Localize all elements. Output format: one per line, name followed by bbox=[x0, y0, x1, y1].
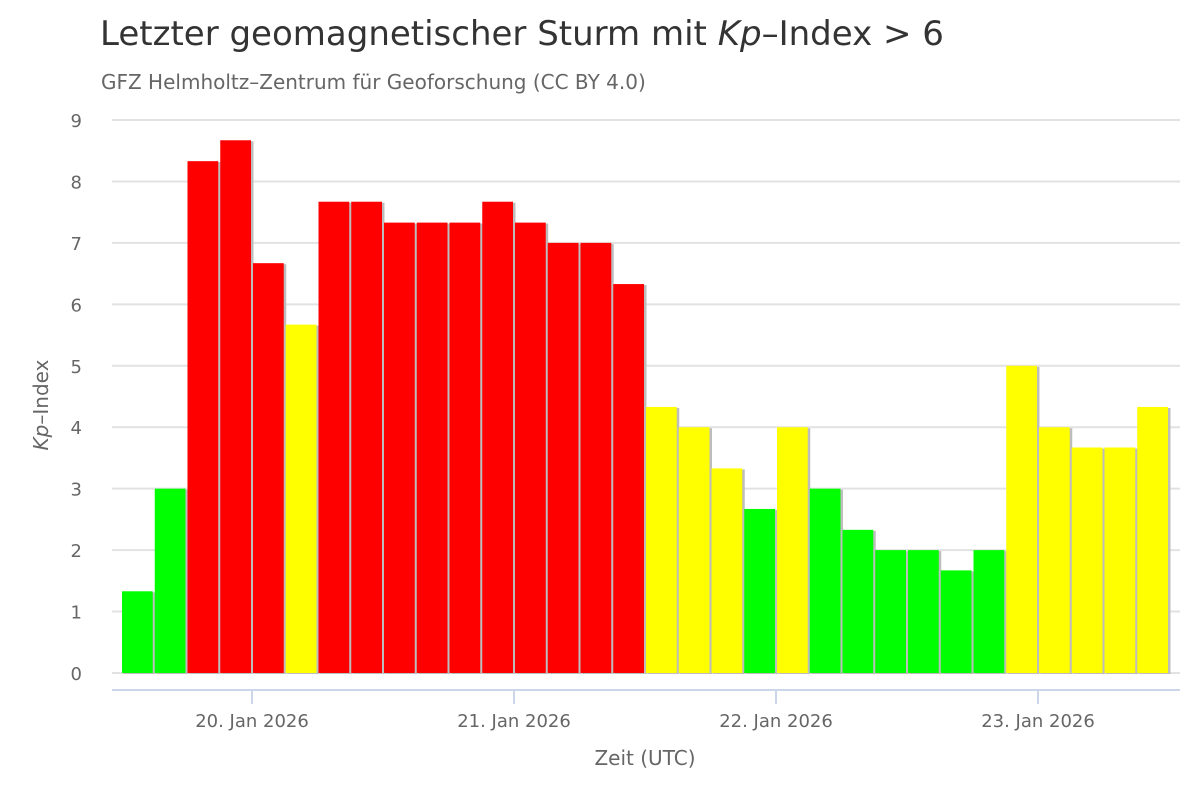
y-title-index: –Index bbox=[29, 359, 53, 424]
x-tick-label: 20. Jan 2026 bbox=[195, 711, 309, 732]
y-tick-label: 2 bbox=[71, 541, 82, 562]
chart-title: Letzter geomagnetischer Sturm mit Kp–Ind… bbox=[100, 14, 944, 54]
bar bbox=[711, 468, 743, 673]
bar bbox=[285, 324, 317, 673]
bar bbox=[678, 427, 710, 673]
y-tick-label: 3 bbox=[71, 480, 82, 501]
bar bbox=[384, 222, 415, 673]
y-tick-label: 9 bbox=[71, 111, 82, 132]
bar bbox=[646, 406, 677, 673]
chart-subtitle: GFZ Helmholtz–Zentrum für Geoforschung (… bbox=[101, 70, 646, 94]
title-kp: Kp bbox=[717, 14, 762, 54]
bar bbox=[1039, 427, 1070, 673]
bar bbox=[1006, 365, 1037, 673]
bar bbox=[187, 161, 219, 673]
bar bbox=[1104, 447, 1136, 673]
y-axis-title: Kp–Index bbox=[29, 359, 53, 450]
x-tick-label: 21. Jan 2026 bbox=[457, 711, 571, 732]
y-tick-label: 7 bbox=[71, 234, 82, 255]
bar bbox=[547, 242, 579, 673]
bar bbox=[940, 570, 972, 673]
bar bbox=[842, 529, 874, 673]
bar bbox=[220, 140, 251, 673]
y-title-kp: Kp bbox=[29, 425, 53, 451]
y-tick-label: 6 bbox=[71, 295, 82, 316]
bar bbox=[613, 284, 644, 673]
bar bbox=[318, 201, 350, 673]
bar bbox=[1071, 447, 1103, 673]
bar bbox=[744, 508, 775, 673]
bar bbox=[580, 242, 612, 673]
y-tick-label: 5 bbox=[71, 357, 82, 378]
bar bbox=[253, 263, 284, 673]
y-tick-label: 1 bbox=[71, 603, 82, 624]
bar bbox=[908, 550, 939, 673]
x-tick-label: 22. Jan 2026 bbox=[719, 711, 833, 732]
title-index: –Index > 6 bbox=[761, 14, 944, 54]
bar bbox=[777, 427, 808, 673]
y-tick-label: 8 bbox=[71, 172, 82, 193]
bar bbox=[875, 550, 906, 673]
bar bbox=[351, 201, 382, 673]
bar bbox=[122, 591, 153, 673]
bar bbox=[809, 488, 841, 673]
y-tick-label: 0 bbox=[71, 664, 82, 685]
title-text: Letzter geomagnetischer Sturm mit bbox=[100, 14, 718, 54]
x-tick-label: 23. Jan 2026 bbox=[981, 711, 1095, 732]
bar bbox=[515, 222, 546, 673]
bar bbox=[449, 222, 481, 673]
bar bbox=[1137, 406, 1168, 673]
x-axis-title: Zeit (UTC) bbox=[594, 746, 695, 770]
bar bbox=[973, 550, 1005, 673]
bar bbox=[154, 488, 186, 673]
bar bbox=[416, 222, 448, 673]
y-tick-label: 4 bbox=[71, 418, 82, 439]
bar bbox=[482, 201, 513, 673]
